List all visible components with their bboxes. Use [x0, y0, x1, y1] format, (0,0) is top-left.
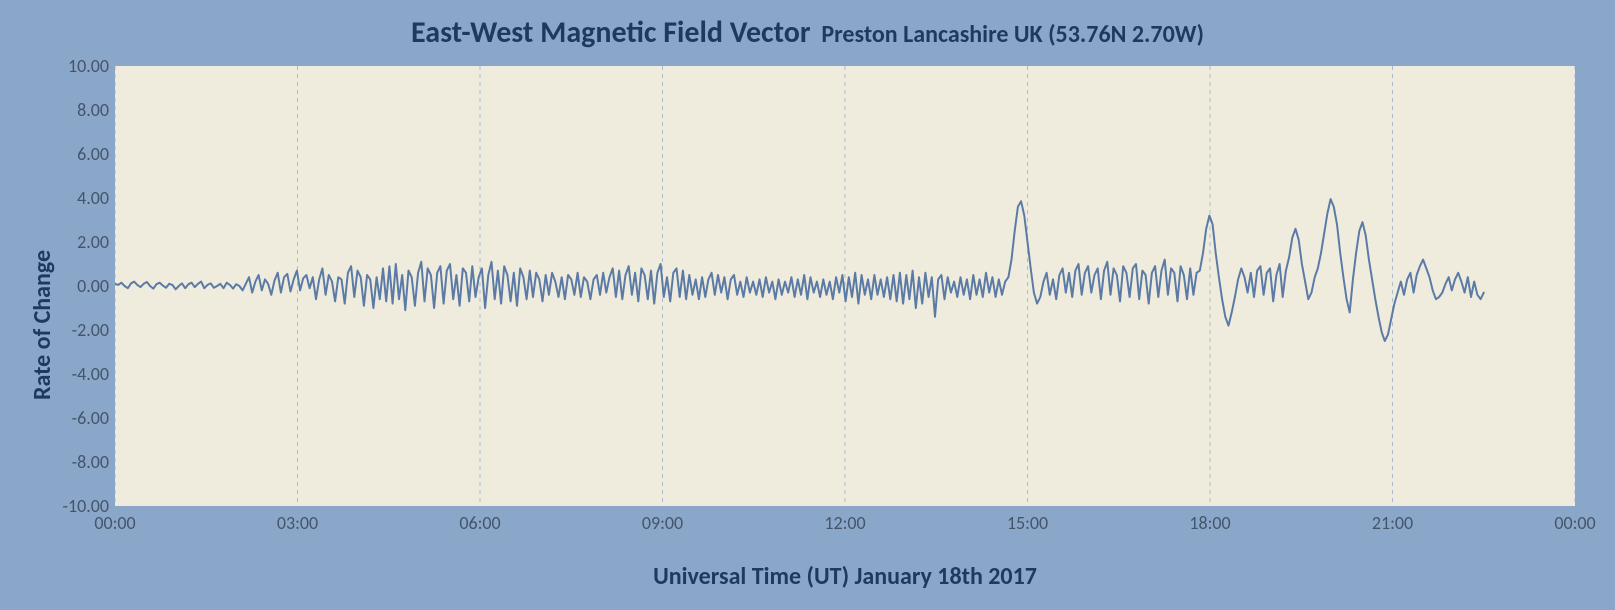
y-tick-label: -8.00 [72, 451, 109, 473]
y-tick-label: 4.00 [77, 187, 109, 209]
x-tick-label: 03:00 [268, 512, 328, 534]
x-axis-label: Universal Time (UT) January 18th 2017 [115, 562, 1575, 591]
x-tick-label: 06:00 [450, 512, 510, 534]
chart-title: East-West Magnetic Field Vector Preston … [0, 14, 1615, 51]
x-tick-label: 12:00 [815, 512, 875, 534]
y-tick-label: 0.00 [77, 275, 109, 297]
y-tick-label: -4.00 [72, 363, 109, 385]
x-tick-label: 00:00 [1545, 512, 1605, 534]
y-axis-label: Rate of Change [28, 250, 57, 400]
x-tick-label: 00:00 [85, 512, 145, 534]
y-tick-label: -2.00 [72, 319, 109, 341]
y-tick-label: 2.00 [77, 231, 109, 253]
title-main: East-West Magnetic Field Vector [411, 14, 811, 51]
title-sub: Preston Lancashire UK (53.76N 2.70W) [821, 20, 1204, 49]
y-tick-label: 6.00 [77, 143, 109, 165]
y-tick-label: -6.00 [72, 407, 109, 429]
x-tick-label: 15:00 [998, 512, 1058, 534]
plot-area [115, 66, 1575, 506]
x-tick-label: 21:00 [1363, 512, 1423, 534]
chart-container: East-West Magnetic Field Vector Preston … [0, 0, 1615, 610]
x-tick-label: 18:00 [1180, 512, 1240, 534]
y-tick-label: 8.00 [77, 99, 109, 121]
x-tick-label: 09:00 [633, 512, 693, 534]
chart-svg [115, 66, 1575, 506]
y-tick-label: 10.00 [68, 55, 109, 77]
